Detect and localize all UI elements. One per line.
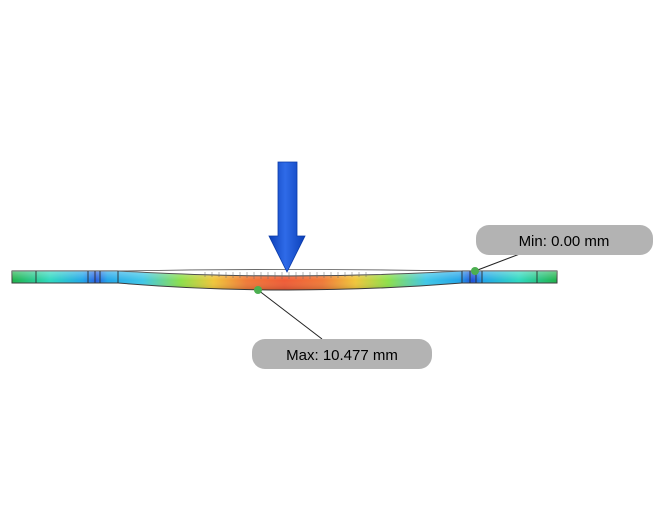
mesh-lines [204, 272, 367, 279]
max-label: Max: 10.477 mm [286, 347, 398, 364]
beam-shading [12, 271, 557, 290]
probe-dot-icon [471, 267, 479, 275]
max-callout[interactable]: Max: 10.477 mm [252, 286, 432, 369]
min-callout[interactable]: Min: 0.00 mm [471, 225, 653, 275]
max-leader-line [257, 289, 323, 340]
beam-top-surface [117, 269, 463, 272]
min-label-box [476, 225, 653, 255]
deformed-beam[interactable] [11, 269, 558, 291]
down-arrow-icon [268, 161, 306, 273]
load-arrow[interactable] [268, 161, 306, 273]
min-leader-line [474, 251, 526, 272]
probe-dot-icon [254, 286, 262, 294]
min-label: Min: 0.00 mm [519, 233, 610, 250]
max-label-box [252, 339, 432, 369]
